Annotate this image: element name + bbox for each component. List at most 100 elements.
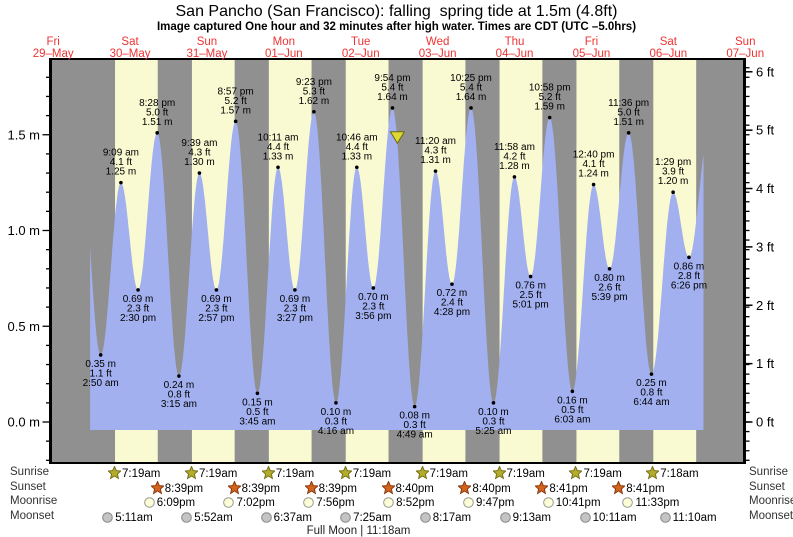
astro-time: 7:25am [353,511,392,524]
astro-entry: 5:52am [180,510,233,524]
astro-time: 9:13am [512,511,551,524]
tide-extreme-dot [547,115,552,120]
tide-extreme-label: 8:28 pm 5.0 ft 1.51 m [139,98,175,128]
astro-entry: 8:17am [419,510,471,524]
tide-extreme-label: 11:20 am 4.3 ft 1.31 m [415,136,456,166]
astro-row-label-left: Sunrise [10,466,49,478]
sunset-icon [534,479,550,494]
tide-extreme-dot [136,288,140,292]
tide-extreme-label: 0.16 m 0.5 ft 6:03 am [554,395,590,425]
astro-time: 8:40pm [472,482,511,495]
sunrise-icon [260,465,276,480]
plot-frame [49,462,746,464]
day-date-label: 30–May [110,48,151,60]
tide-extreme-dot [412,404,417,409]
astro-entry: 8:39pm [149,479,204,495]
day-name-label: Fri [46,36,59,48]
astro-time: 7:19am [583,468,622,480]
astro-entry: 6:09pm [143,495,195,509]
astro-entry: 7:19am [568,465,622,480]
astro-time: 8:39pm [241,482,281,495]
astro-time: 7:19am [122,468,161,480]
moonset-icon [579,511,591,523]
astro-time: 7:02pm [236,497,275,509]
astro-row-label-left: Moonrise [10,495,58,507]
moonrise-icon [383,497,394,508]
tide-extreme-label: 0.69 m 2.3 ft 2:30 pm [120,294,156,324]
day-date-label: 31–May [186,48,227,60]
y-axis-right-label: 0 ft [756,415,774,430]
moonset-icon [419,511,431,523]
moonrise-icon [303,497,315,508]
plot-frame [49,58,52,464]
y-axis-right-label: 4 ft [756,181,774,196]
y-axis-right-label: 2 ft [756,298,774,313]
day-date-label: 06–Jun [649,48,687,60]
day-name-label: Sun [197,36,217,48]
astro-entry: 8:41pm [611,479,665,495]
tide-extreme-dot [119,180,123,185]
astro-entry: 5:11am [101,510,153,524]
current-time-marker [389,131,406,145]
plot-frame [49,58,746,60]
tide-extreme-label: 0.08 m 0.3 ft 4:49 am [397,411,433,441]
tide-extreme-dot [197,171,202,175]
y-axis-left-label: 1.5 m [7,127,40,142]
tide-extreme-dot [512,175,517,179]
astro-time: 8:39pm [318,482,357,495]
tide-extreme-label: 10:58 pm 5.2 ft 1.59 m [529,83,571,113]
astro-time: 7:19am [429,468,468,480]
tide-extreme-label: 10:11 am 4.4 ft 1.33 m [258,132,299,162]
astro-entry: 10:41pm [542,495,601,509]
tide-extreme-label: 9:23 pm 5.3 ft 1.62 m [296,77,332,107]
astro-time: 7:56pm [316,497,355,509]
y-axis-right-label: 1 ft [756,356,774,371]
tide-extreme-dot [433,169,438,173]
astro-entry: 6:37am [260,510,312,524]
astro-time: 5:52am [194,511,233,524]
y-axis-right-label: 5 ft [756,123,774,138]
tide-extreme-label: 0.15 m 0.5 ft 3:45 am [239,397,275,427]
tide-extreme-dot [354,165,359,170]
astro-row-label-right: Sunset [749,480,785,493]
tide-extreme-dot [607,267,612,271]
tide-extreme-dot [626,131,631,135]
day-name-label: Wed [426,36,449,48]
y-axis-left-label: 1.0 m [7,223,40,238]
tide-extreme-label: 0.25 m 0.8 ft 6:44 am [633,378,669,408]
tide-extreme-dot [491,401,496,405]
tide-extreme-label: 0.10 m 0.3 ft 5:25 am [475,407,511,437]
moonset-icon [102,511,114,523]
moonset-icon [499,511,511,523]
day-date-label: 03–Jun [419,48,457,60]
tide-extreme-label: 9:09 am 4.1 ft 1.25 m [103,148,139,178]
tide-extreme-dot [528,274,533,279]
astro-entry: 8:39pm [226,479,281,495]
astro-entry: 7:18am [645,465,699,480]
astro-time: 5:11am [115,511,153,524]
astro-time: 11:33pm [635,497,680,509]
tide-extreme-label: 9:39 am 4.3 ft 1.30 m [181,138,217,168]
astro-entry: 7:19am [183,465,237,480]
astro-entry: 8:39pm [303,479,357,495]
astro-time: 8:39pm [164,482,204,495]
astro-time: 9:47pm [475,497,515,509]
tide-chart: 0.35 m 1.1 ft 2:50 am 9:09 am 4.1 ft 1.25 m 0.… [7,36,774,464]
tide-extreme-dot [570,389,575,394]
tide-extreme-label: 12:40 pm 4.1 ft 1.24 m [573,150,615,180]
astro-entry: 7:56pm [302,495,355,509]
tide-extreme-dot [255,391,260,396]
tide-extreme-label: 10:46 am 4.4 ft 1.33 m [336,132,378,162]
sunrise-icon [645,465,661,480]
tide-extreme-label: 10:25 pm 5.4 ft 1.64 m [450,73,492,103]
tide-extreme-dot [233,119,238,124]
sunrise-icon [337,465,353,480]
tide-extreme-label: 1:29 pm 3.9 ft 1.20 m [655,157,691,187]
astro-time: 10:11am [592,511,637,524]
day-name-label: Mon [273,36,295,48]
tide-extreme-dot [687,255,691,260]
y-axis-left-label: 0.5 m [7,319,40,334]
tide-extreme-label: 0.10 m 0.3 ft 4:16 am [318,407,354,437]
sunset-icon [611,479,627,494]
y-axis-right-label: 6 ft [756,64,774,79]
